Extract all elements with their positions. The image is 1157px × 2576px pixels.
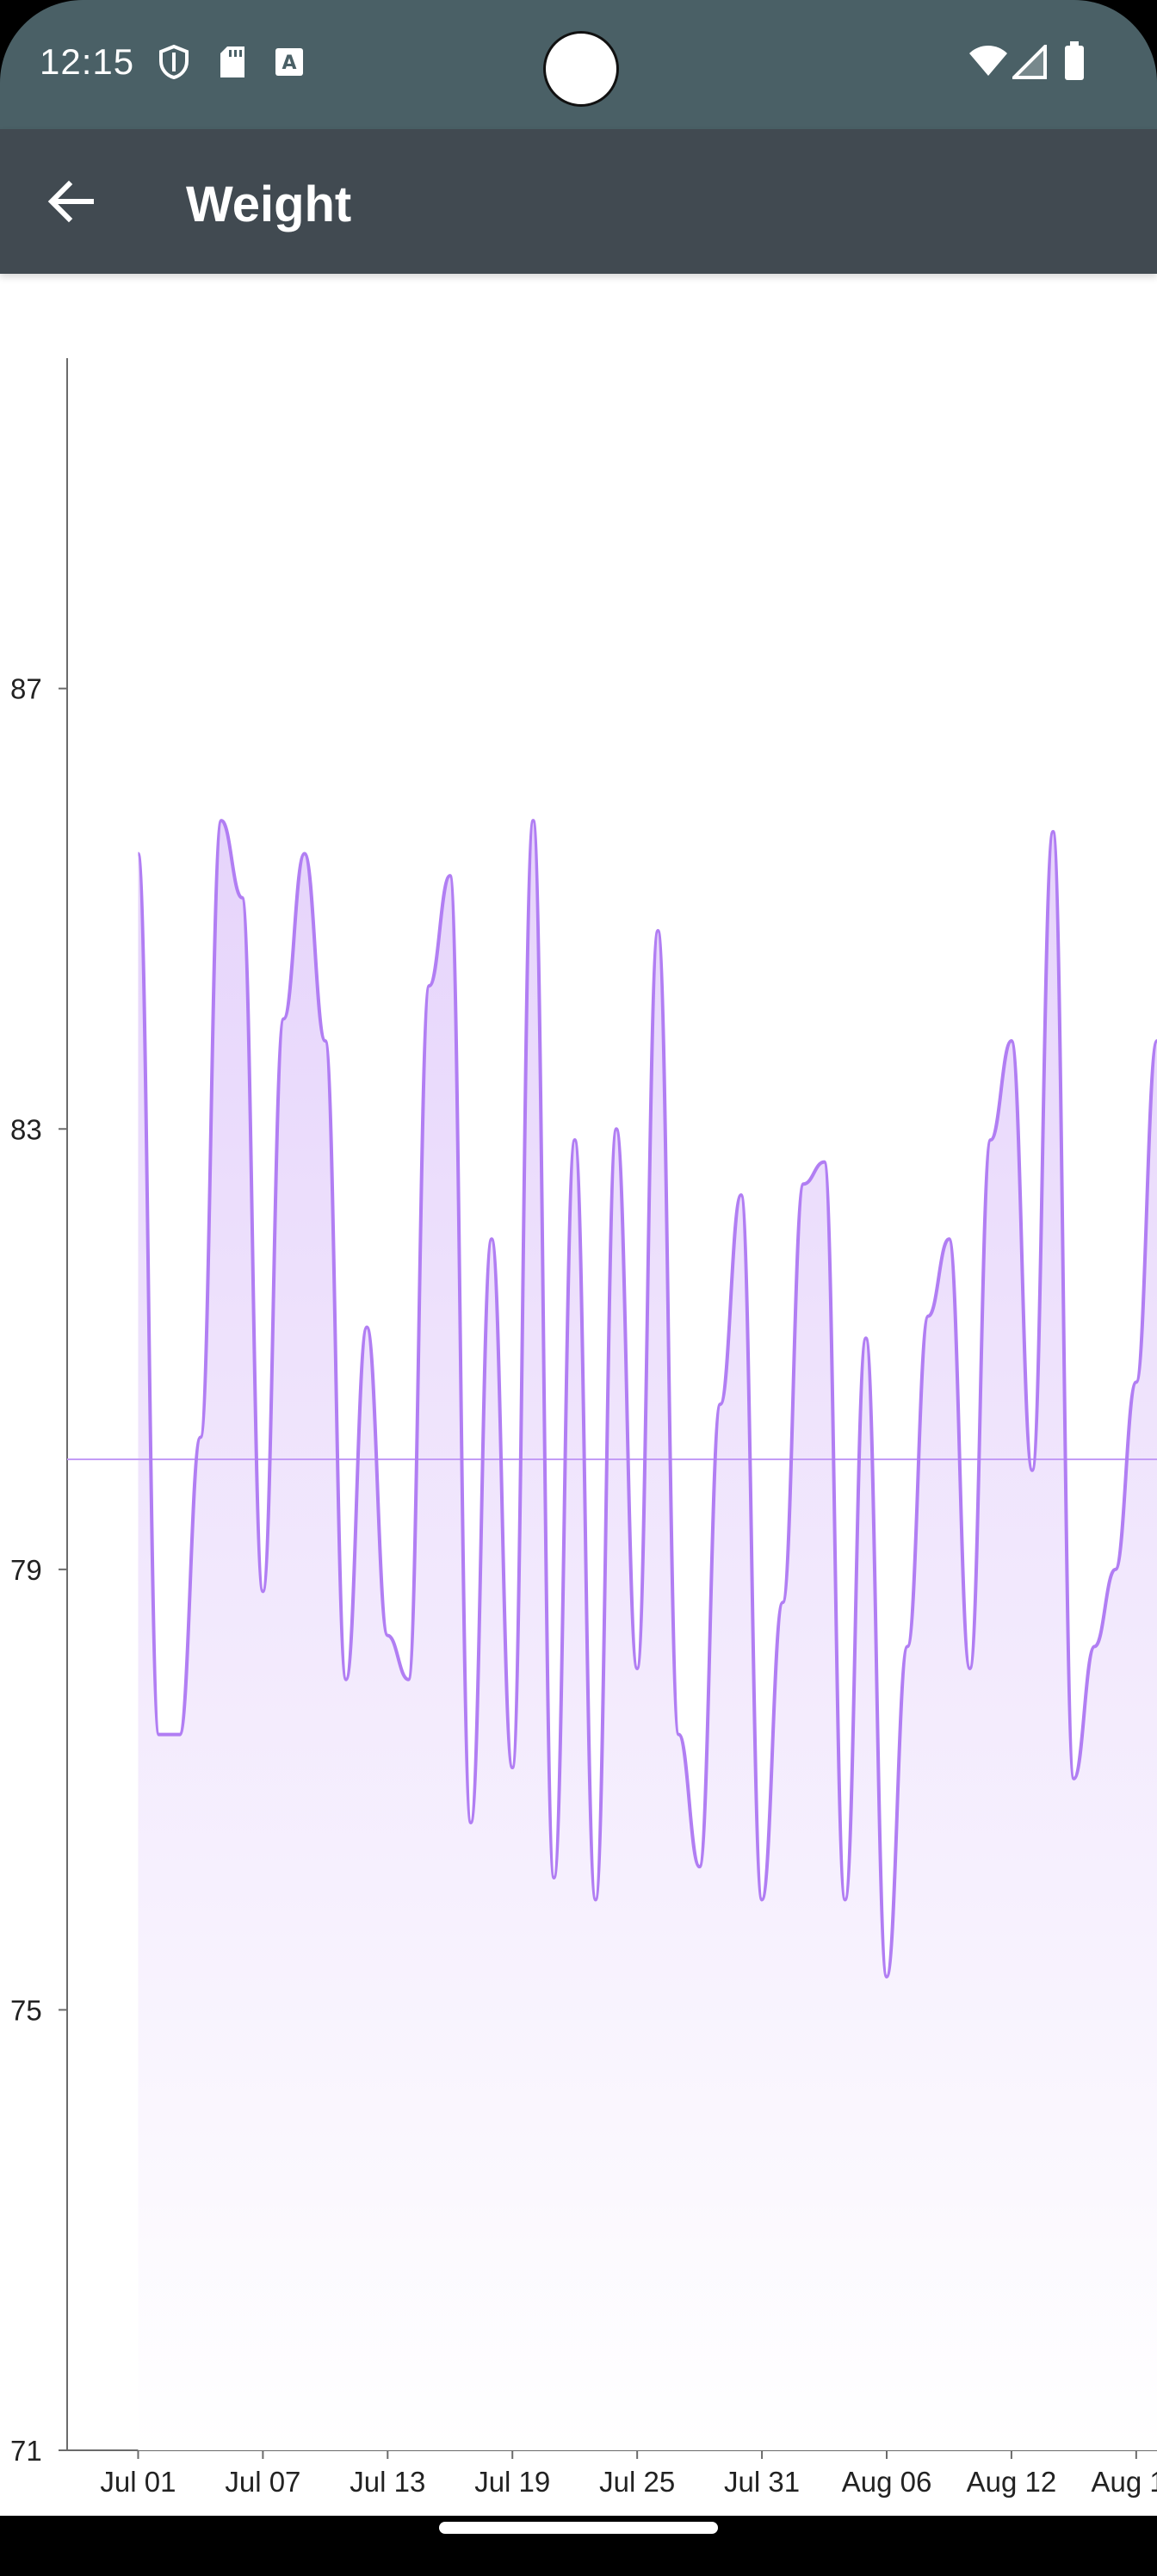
- y-tick-label: 79: [10, 1554, 42, 1586]
- signal-icon: [1010, 42, 1047, 84]
- weight-area: [138, 820, 1157, 2450]
- shield-icon: [158, 44, 189, 84]
- y-tick-label: 87: [10, 673, 42, 705]
- app-bar: Weight: [0, 129, 1157, 274]
- x-tick-label: Aug 18: [1092, 2466, 1157, 2498]
- x-tick-label: Jul 01: [100, 2466, 176, 2498]
- wifi-icon: [968, 43, 1009, 82]
- weight-line: [136, 819, 1157, 1979]
- x-tick-label: Aug 12: [967, 2466, 1057, 2498]
- x-tick-label: Jul 07: [225, 2466, 300, 2498]
- x-tick-label: Jul 25: [599, 2466, 675, 2498]
- weight-chart[interactable]: 71 75 79 83 87 Jul 01 Jul 07 Jul 13 Jul 19 Jul 2…: [0, 274, 1157, 2516]
- text-a-icon: A: [274, 45, 305, 84]
- y-tick-label: 71: [10, 2435, 42, 2467]
- y-tick-label: 83: [10, 1113, 42, 1145]
- status-bar: 12:15 A: [0, 0, 1157, 129]
- page-title: Weight: [186, 176, 352, 232]
- y-tick-group: 71 75 79 83 87: [10, 673, 67, 2467]
- status-time: 12:15: [40, 41, 135, 82]
- x-tick-label: Jul 19: [474, 2466, 550, 2498]
- sd-card-icon: [219, 45, 246, 84]
- x-tick-label: Jul 13: [350, 2466, 425, 2498]
- x-tick-label: Aug 06: [842, 2466, 932, 2498]
- x-tick-label: Jul 31: [724, 2466, 800, 2498]
- x-tick-group: Jul 01 Jul 07 Jul 13 Jul 19 Jul 25 Jul 31 Aug …: [100, 2450, 1157, 2498]
- camera-cutout: [543, 31, 619, 107]
- y-tick-label: 75: [10, 1994, 42, 2026]
- battery-icon: [1064, 41, 1085, 85]
- home-gesture-handle[interactable]: [439, 2522, 718, 2534]
- arrow-left-icon: [47, 180, 94, 223]
- back-button[interactable]: [38, 169, 103, 234]
- svg-text:A: A: [282, 53, 296, 74]
